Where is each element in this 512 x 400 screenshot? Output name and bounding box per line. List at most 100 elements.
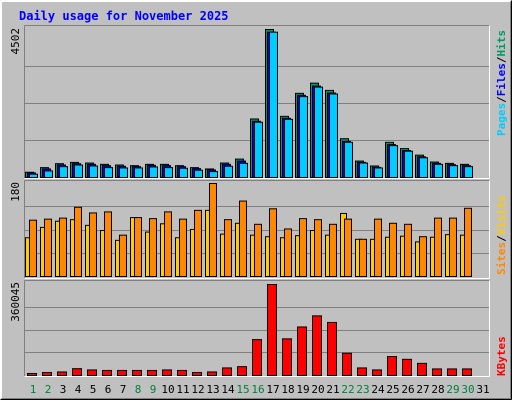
bar-kbytes-day-13 bbox=[207, 371, 217, 376]
bar-kbytes-day-6 bbox=[102, 369, 112, 376]
bar-pages-day-12 bbox=[194, 169, 203, 178]
bar-sites-day-20 bbox=[314, 219, 322, 278]
bar-sites-day-2 bbox=[44, 218, 52, 277]
bar-sites-day-5 bbox=[89, 212, 97, 277]
x-tick-label: 8 bbox=[135, 383, 142, 396]
x-tick-label: 23 bbox=[356, 383, 369, 396]
bar-pages-day-30 bbox=[464, 166, 473, 179]
bar-sites-day-9 bbox=[149, 218, 157, 277]
bar-kbytes-day-11 bbox=[177, 369, 187, 376]
bar-pages-day-6 bbox=[104, 167, 113, 178]
bar-kbytes-day-7 bbox=[117, 369, 127, 376]
bar-kbytes-day-14 bbox=[222, 367, 232, 376]
bar-pages-day-1 bbox=[29, 173, 38, 178]
bar-kbytes-day-2 bbox=[42, 371, 52, 376]
bar-sites-day-13 bbox=[209, 183, 217, 277]
y-max-label-hits: 4502 bbox=[9, 28, 22, 55]
x-tick-label: 17 bbox=[266, 383, 279, 396]
bar-sites-day-22 bbox=[344, 218, 352, 277]
legend-sep-1: / bbox=[495, 96, 508, 103]
legend-kbytes: KBytes bbox=[495, 336, 508, 376]
bar-sites-day-11 bbox=[179, 218, 187, 277]
x-tick-label: 18 bbox=[281, 383, 294, 396]
x-tick-label: 24 bbox=[371, 383, 385, 396]
bar-pages-day-28 bbox=[434, 163, 443, 179]
bar-pages-day-15 bbox=[239, 162, 248, 178]
bar-kbytes-day-25 bbox=[387, 356, 397, 376]
bar-sites-day-3 bbox=[59, 217, 67, 278]
legend-files: Files bbox=[495, 63, 508, 96]
x-tick-label: 14 bbox=[221, 383, 235, 396]
bar-pages-day-18 bbox=[284, 118, 293, 179]
bar-pages-day-5 bbox=[89, 165, 98, 179]
x-tick-label: 12 bbox=[191, 383, 204, 396]
bar-pages-day-22 bbox=[344, 141, 353, 178]
legend-sites-visits: Sites/Visits bbox=[495, 196, 508, 276]
x-tick-label: 25 bbox=[386, 383, 399, 396]
bar-sites-day-6 bbox=[104, 211, 112, 278]
x-tick-label: 7 bbox=[120, 383, 127, 396]
bar-kbytes-day-28 bbox=[432, 368, 442, 376]
x-tick-label: 31 bbox=[476, 383, 489, 396]
bar-kbytes-day-10 bbox=[162, 369, 172, 376]
bar-kbytes-day-27 bbox=[417, 362, 427, 377]
bar-sites-day-15 bbox=[239, 200, 247, 277]
bar-kbytes-day-4 bbox=[72, 368, 82, 376]
legend-visits: Visits bbox=[495, 196, 508, 236]
bar-sites-day-16 bbox=[254, 223, 262, 277]
bar-pages-day-24 bbox=[374, 167, 383, 179]
bar-kbytes-day-18 bbox=[282, 338, 292, 377]
x-tick-label: 16 bbox=[251, 383, 264, 396]
bar-kbytes-day-26 bbox=[402, 358, 412, 377]
bar-sites-day-24 bbox=[374, 218, 382, 277]
bar-sites-day-18 bbox=[284, 228, 292, 277]
bar-sites-day-10 bbox=[164, 211, 172, 278]
panel-kbytes bbox=[24, 280, 490, 377]
x-tick-label: 27 bbox=[416, 383, 429, 396]
bar-pages-day-25 bbox=[389, 145, 398, 179]
bar-sites-day-7 bbox=[119, 234, 127, 278]
bar-pages-day-7 bbox=[119, 167, 128, 179]
bar-pages-day-21 bbox=[329, 93, 338, 178]
legend-sites: Sites bbox=[495, 242, 508, 275]
bar-kbytes-day-15 bbox=[237, 366, 247, 376]
bar-pages-day-23 bbox=[359, 162, 368, 179]
bar-sites-day-8 bbox=[134, 217, 142, 278]
bar-kbytes-day-12 bbox=[192, 371, 202, 376]
bar-sites-day-4 bbox=[74, 206, 82, 277]
bar-kbytes-day-8 bbox=[132, 369, 142, 376]
x-tick-label: 15 bbox=[236, 383, 249, 396]
bar-pages-day-19 bbox=[299, 96, 308, 178]
bar-pages-day-29 bbox=[449, 165, 458, 178]
bar-sites-day-19 bbox=[299, 218, 307, 277]
bar-pages-day-13 bbox=[209, 171, 218, 178]
panel-sites-visits bbox=[24, 180, 490, 279]
bar-kbytes-day-3 bbox=[57, 371, 67, 376]
legend-pages-files-hits: Pages/Files/Hits bbox=[495, 30, 508, 136]
legend-sep-2: / bbox=[495, 56, 508, 63]
x-tick-label: 2 bbox=[45, 383, 52, 396]
bar-kbytes-day-23 bbox=[357, 367, 367, 376]
bar-pages-day-2 bbox=[44, 170, 53, 178]
bars-kbytes bbox=[27, 284, 472, 377]
bars-hits-files-pages bbox=[25, 29, 473, 179]
bar-pages-day-8 bbox=[134, 167, 143, 179]
x-tick-label: 28 bbox=[431, 383, 444, 396]
x-tick-label: 26 bbox=[401, 383, 414, 396]
bar-kbytes-day-19 bbox=[297, 326, 307, 376]
bar-kbytes-day-16 bbox=[252, 339, 262, 377]
x-axis-day-labels: 1 2 3 4 5 6 7 8 9 10 11 12 13 14 15 16 17 18 19 20 21 22 23 24 2… bbox=[30, 383, 490, 396]
bar-sites-day-21 bbox=[329, 223, 337, 277]
legend-hits: Hits bbox=[495, 30, 508, 57]
bar-sites-day-23 bbox=[359, 238, 367, 278]
bar-kbytes-day-1 bbox=[27, 372, 37, 376]
bar-kbytes-day-29 bbox=[447, 368, 457, 376]
bar-pages-day-16 bbox=[254, 121, 263, 178]
x-tick-label: 6 bbox=[105, 383, 112, 396]
bars-sites-visits bbox=[25, 183, 472, 278]
x-tick-label: 10 bbox=[161, 383, 174, 396]
panel-hits-files-pages bbox=[24, 25, 490, 179]
x-tick-label: 29 bbox=[446, 383, 459, 396]
x-tick-label: 3 bbox=[60, 383, 67, 396]
